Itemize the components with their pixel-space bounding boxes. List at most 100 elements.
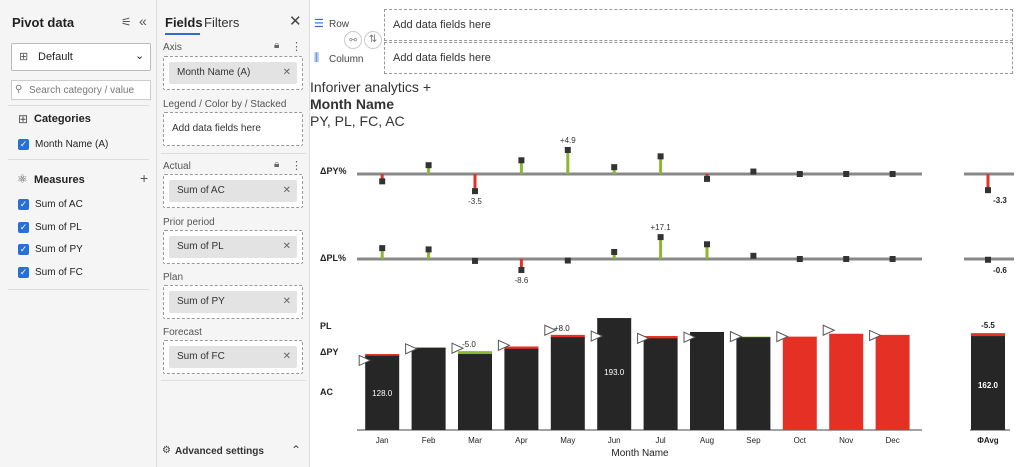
checkbox[interactable]: ✓ [18, 222, 29, 233]
fields-panel: Fields Filters ✕ Axis 🔒︎ ⋮ Month Name (A… [157, 0, 310, 467]
tab-underline [165, 33, 200, 35]
ibcs-chart: ΔPY% ΔPL% PL ΔPY AC -3.5 +4.9 -3.3 -8.6 +17.1 -0.6… [320, 136, 1014, 459]
column-label: Column [329, 54, 364, 65]
legend-placeholder: Add data fields here [172, 123, 261, 134]
variance-bar [504, 346, 539, 351]
remove-icon[interactable]: ✕ [282, 296, 291, 307]
collapse-panel-icon[interactable]: « [139, 13, 147, 29]
plan-marker [869, 329, 882, 342]
row-label: ΔPL% [320, 253, 346, 263]
avg-bar [971, 336, 1005, 430]
close-icon[interactable]: ✕ [289, 13, 302, 30]
delta-py-pct-pin-head [750, 168, 757, 175]
remove-icon[interactable]: ✕ [282, 67, 291, 78]
checkbox[interactable]: ✓ [18, 199, 29, 210]
divider [161, 380, 306, 381]
plan-chip[interactable]: Sum of PY ✕ [169, 291, 297, 313]
x-tick-label: May [560, 436, 575, 445]
search-input[interactable]: ⚲ Search category / value [11, 80, 151, 100]
lock-icon[interactable]: 🔒︎ [274, 40, 280, 51]
actual-bar [736, 337, 771, 430]
actual-chip-label: Sum of AC [177, 185, 225, 196]
legend-dropzone[interactable]: Add data fields here [163, 112, 303, 146]
delta-py-pct-pin-head [889, 171, 896, 177]
prior-chip-label: Sum of PL [177, 241, 224, 252]
checkbox[interactable]: ✓ [18, 139, 29, 150]
delta-pl-pct-pin-head [750, 252, 757, 259]
delta-pl-pct-pin-head [843, 256, 850, 262]
measure-item[interactable]: ✓ Sum of AC [18, 199, 83, 210]
more-icon[interactable]: ⋮ [291, 41, 302, 53]
prior-period-chip[interactable]: Sum of PL ✕ [169, 236, 297, 258]
advanced-settings-button[interactable]: ⚙ Advanced settings ⌃ [161, 440, 306, 464]
tab-fields[interactable]: Fields [165, 15, 203, 30]
filter-settings-icon[interactable]: ⚟ [121, 15, 132, 29]
axis-chip[interactable]: Month Name (A) ✕ [169, 62, 297, 84]
divider [8, 289, 149, 290]
forecast-chip[interactable]: Sum of FC ✕ [169, 346, 297, 368]
column-dropzone[interactable]: Add data fields here [384, 42, 1013, 74]
prior-period-dropzone[interactable]: Sum of PL ✕ [163, 230, 303, 264]
advanced-settings-label: Advanced settings [175, 446, 264, 457]
lock-icon[interactable]: 🔒︎ [274, 159, 280, 170]
delta-pl-pct-pin-head [472, 257, 478, 264]
checkbox[interactable]: ✓ [18, 244, 29, 255]
variance-bar [458, 351, 492, 357]
measures-icon: ⚛ [17, 172, 28, 186]
measure-item[interactable]: ✓ Sum of PY [18, 244, 83, 255]
more-icon[interactable]: ⋮ [291, 160, 302, 172]
axis-dropzone[interactable]: Month Name (A) ✕ [163, 56, 303, 90]
forecast-chip-label: Sum of FC [177, 351, 225, 362]
divider [161, 153, 306, 154]
plan-marker [822, 324, 836, 337]
delta-pl-pct-pin-head [518, 267, 525, 274]
view-select[interactable]: ⊞ Default ⌄ [11, 43, 151, 71]
delta-pl-pct-pin-head [564, 257, 571, 264]
x-tick-label: Mar [468, 436, 482, 445]
delta-py-pct-pin-head [472, 188, 478, 195]
checkbox[interactable]: ✓ [18, 267, 29, 278]
categories-icon: ⊞ [18, 112, 29, 126]
legend-label: Legend / Color by / Stacked [163, 99, 287, 110]
variance-bar [550, 334, 585, 339]
actual-dropzone[interactable]: Sum of AC ✕ [163, 174, 303, 208]
remove-icon[interactable]: ✕ [282, 185, 291, 196]
chevron-up-icon: ⌃ [291, 443, 302, 457]
divider [8, 105, 149, 106]
avg-delta-py-label: -5.5 [981, 321, 995, 330]
measure-item[interactable]: ✓ Sum of FC [18, 267, 83, 278]
delta-py-pct-pin-head [796, 171, 803, 177]
plan-marker [405, 343, 418, 355]
x-tick-label: Jul [655, 436, 665, 445]
actual-chip[interactable]: Sum of AC ✕ [169, 180, 297, 202]
remove-icon[interactable]: ✕ [282, 351, 291, 362]
search-placeholder: Search category / value [29, 85, 135, 96]
delta-pl-pct-pin-head [611, 248, 618, 255]
chart-area: ☰ Row ⫼ Column ⚯ ⇅ Add data fields here … [310, 0, 1024, 467]
measure-label: Sum of FC [35, 267, 83, 278]
tab-filters[interactable]: Filters [204, 15, 240, 30]
link-icon[interactable]: ⚯ [344, 31, 362, 49]
categories-title: Categories [34, 113, 91, 125]
delta-py-pct-pin-head [611, 164, 618, 171]
plan-marker [637, 332, 650, 345]
delta-pl-pct-pin-head [657, 234, 664, 241]
measure-item[interactable]: ✓ Sum of PL [18, 222, 82, 233]
delta-py-pct-pin-head [657, 153, 664, 160]
chart-caption-line1: Inforiver analytics + [310, 79, 431, 95]
x-tick-label: Dec [885, 436, 899, 445]
chart-caption-line3: PY, PL, FC, AC [310, 113, 405, 129]
x-tick-label: Aug [700, 436, 714, 445]
remove-icon[interactable]: ✕ [282, 241, 291, 252]
plan-dropzone[interactable]: Sum of PY ✕ [163, 285, 303, 319]
category-item[interactable]: ✓ Month Name (A) [18, 139, 108, 150]
column-placeholder: Add data fields here [393, 52, 491, 64]
add-measure-icon[interactable]: + [140, 170, 149, 186]
forecast-dropzone[interactable]: Sum of FC ✕ [163, 340, 303, 374]
row-dropzone[interactable]: Add data fields here [384, 9, 1013, 41]
plan-marker [729, 330, 743, 343]
swap-icon[interactable]: ⇅ [364, 31, 382, 49]
avg-value-label: 162.0 [978, 381, 999, 390]
delta-pl-pct-pin-head [379, 245, 386, 252]
plan-label: Plan [163, 272, 184, 283]
